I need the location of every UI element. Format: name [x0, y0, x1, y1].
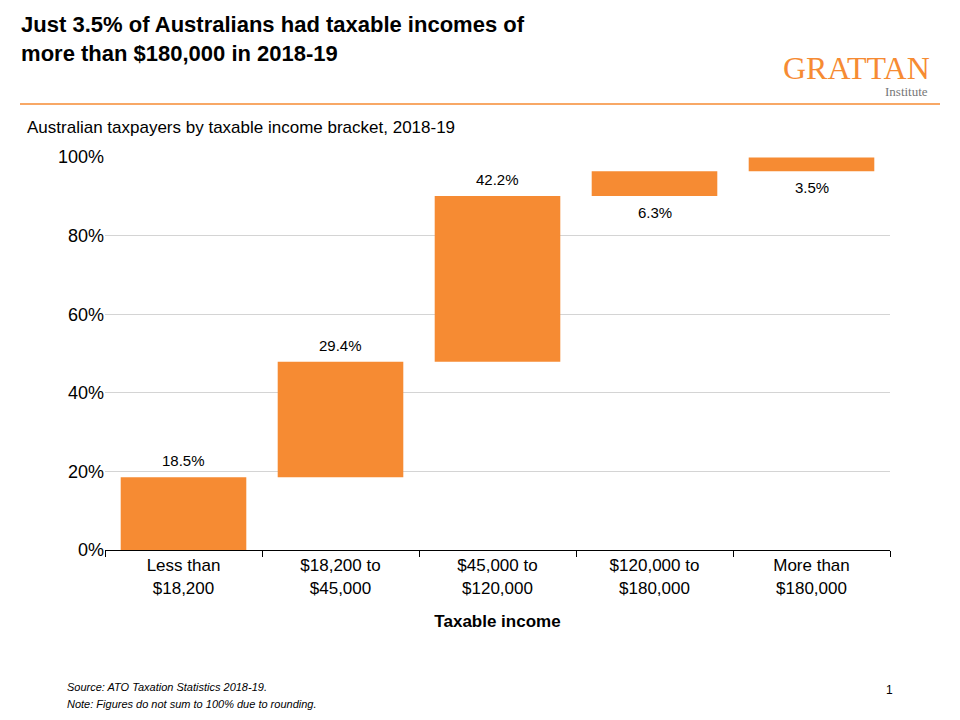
svg-text:Note: Figures do not sum to 10: Note: Figures do not sum to 100% due to …	[67, 698, 317, 710]
svg-text:42.2%: 42.2%	[476, 171, 519, 188]
svg-text:100%: 100%	[58, 147, 104, 167]
svg-text:$120,000 to$180,000: $120,000 to$180,000	[610, 556, 700, 597]
svg-text:3.5%: 3.5%	[795, 179, 829, 196]
svg-text:40%: 40%	[68, 383, 104, 403]
svg-text:1: 1	[886, 683, 893, 697]
svg-text:6.3%: 6.3%	[638, 204, 672, 221]
svg-text:20%: 20%	[68, 462, 104, 482]
svg-text:Just 3.5% of Australians had t: Just 3.5% of Australians had taxable inc…	[21, 12, 525, 66]
svg-text:Taxable income: Taxable income	[434, 612, 560, 631]
svg-text:60%: 60%	[68, 305, 104, 325]
svg-text:80%: 80%	[68, 226, 104, 246]
svg-text:$45,000 to$120,000: $45,000 to$120,000	[457, 556, 537, 597]
svg-text:GRATTAN: GRATTAN	[783, 50, 930, 86]
svg-text:Source: ATO Taxation Statistic: Source: ATO Taxation Statistics 2018-19.	[67, 681, 267, 693]
svg-text:Australian taxpayers by taxabl: Australian taxpayers by taxable income b…	[27, 118, 455, 137]
svg-text:0%: 0%	[78, 540, 104, 560]
svg-text:18.5%: 18.5%	[162, 452, 205, 469]
svg-text:29.4%: 29.4%	[319, 337, 362, 354]
svg-text:Institute: Institute	[885, 84, 928, 99]
svg-text:$18,200 to$45,000: $18,200 to$45,000	[300, 556, 380, 597]
svg-text:Less than$18,200: Less than$18,200	[147, 556, 221, 597]
svg-text:More than$180,000: More than$180,000	[773, 556, 850, 597]
